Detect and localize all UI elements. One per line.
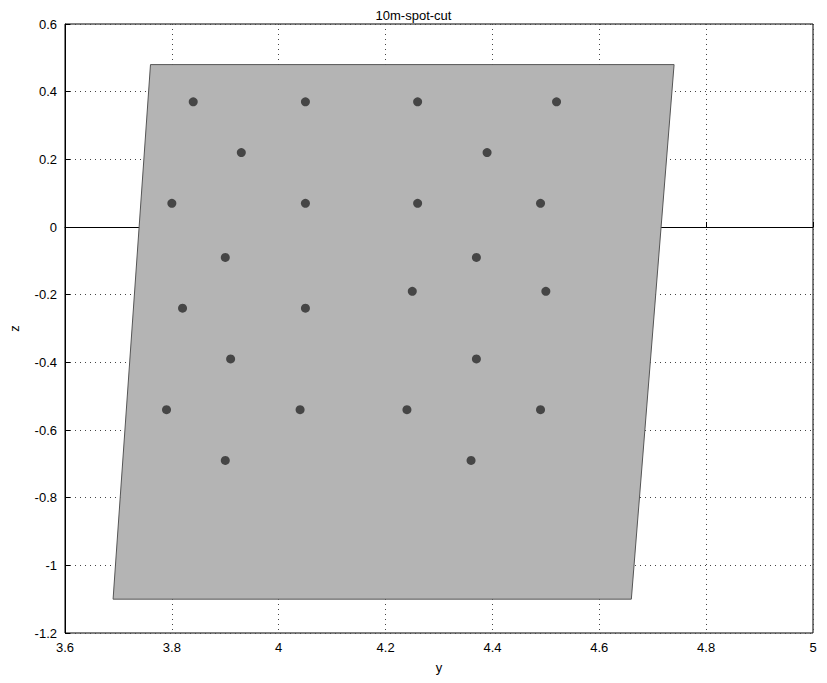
svg-text:10m-spot-cut: 10m-spot-cut [376,8,452,23]
svg-text:-0.4: -0.4 [35,355,57,370]
svg-text:4: 4 [275,640,282,655]
svg-text:3.8: 3.8 [163,640,181,655]
svg-text:-1: -1 [45,558,57,573]
svg-text:0: 0 [50,220,57,235]
svg-text:-0.8: -0.8 [35,490,57,505]
svg-text:4.6: 4.6 [590,640,608,655]
svg-text:-1.2: -1.2 [35,626,57,641]
svg-text:3.6: 3.6 [56,640,74,655]
svg-text:0.6: 0.6 [39,17,57,32]
svg-text:z: z [7,325,22,332]
svg-text:-0.6: -0.6 [35,423,57,438]
svg-text:y: y [436,660,443,675]
svg-text:4.4: 4.4 [483,640,501,655]
svg-text:0.2: 0.2 [39,152,57,167]
svg-text:4.2: 4.2 [377,640,395,655]
svg-text:4.8: 4.8 [697,640,715,655]
svg-text:-0.2: -0.2 [35,287,57,302]
svg-text:5: 5 [809,640,816,655]
svg-text:0.4: 0.4 [39,84,57,99]
